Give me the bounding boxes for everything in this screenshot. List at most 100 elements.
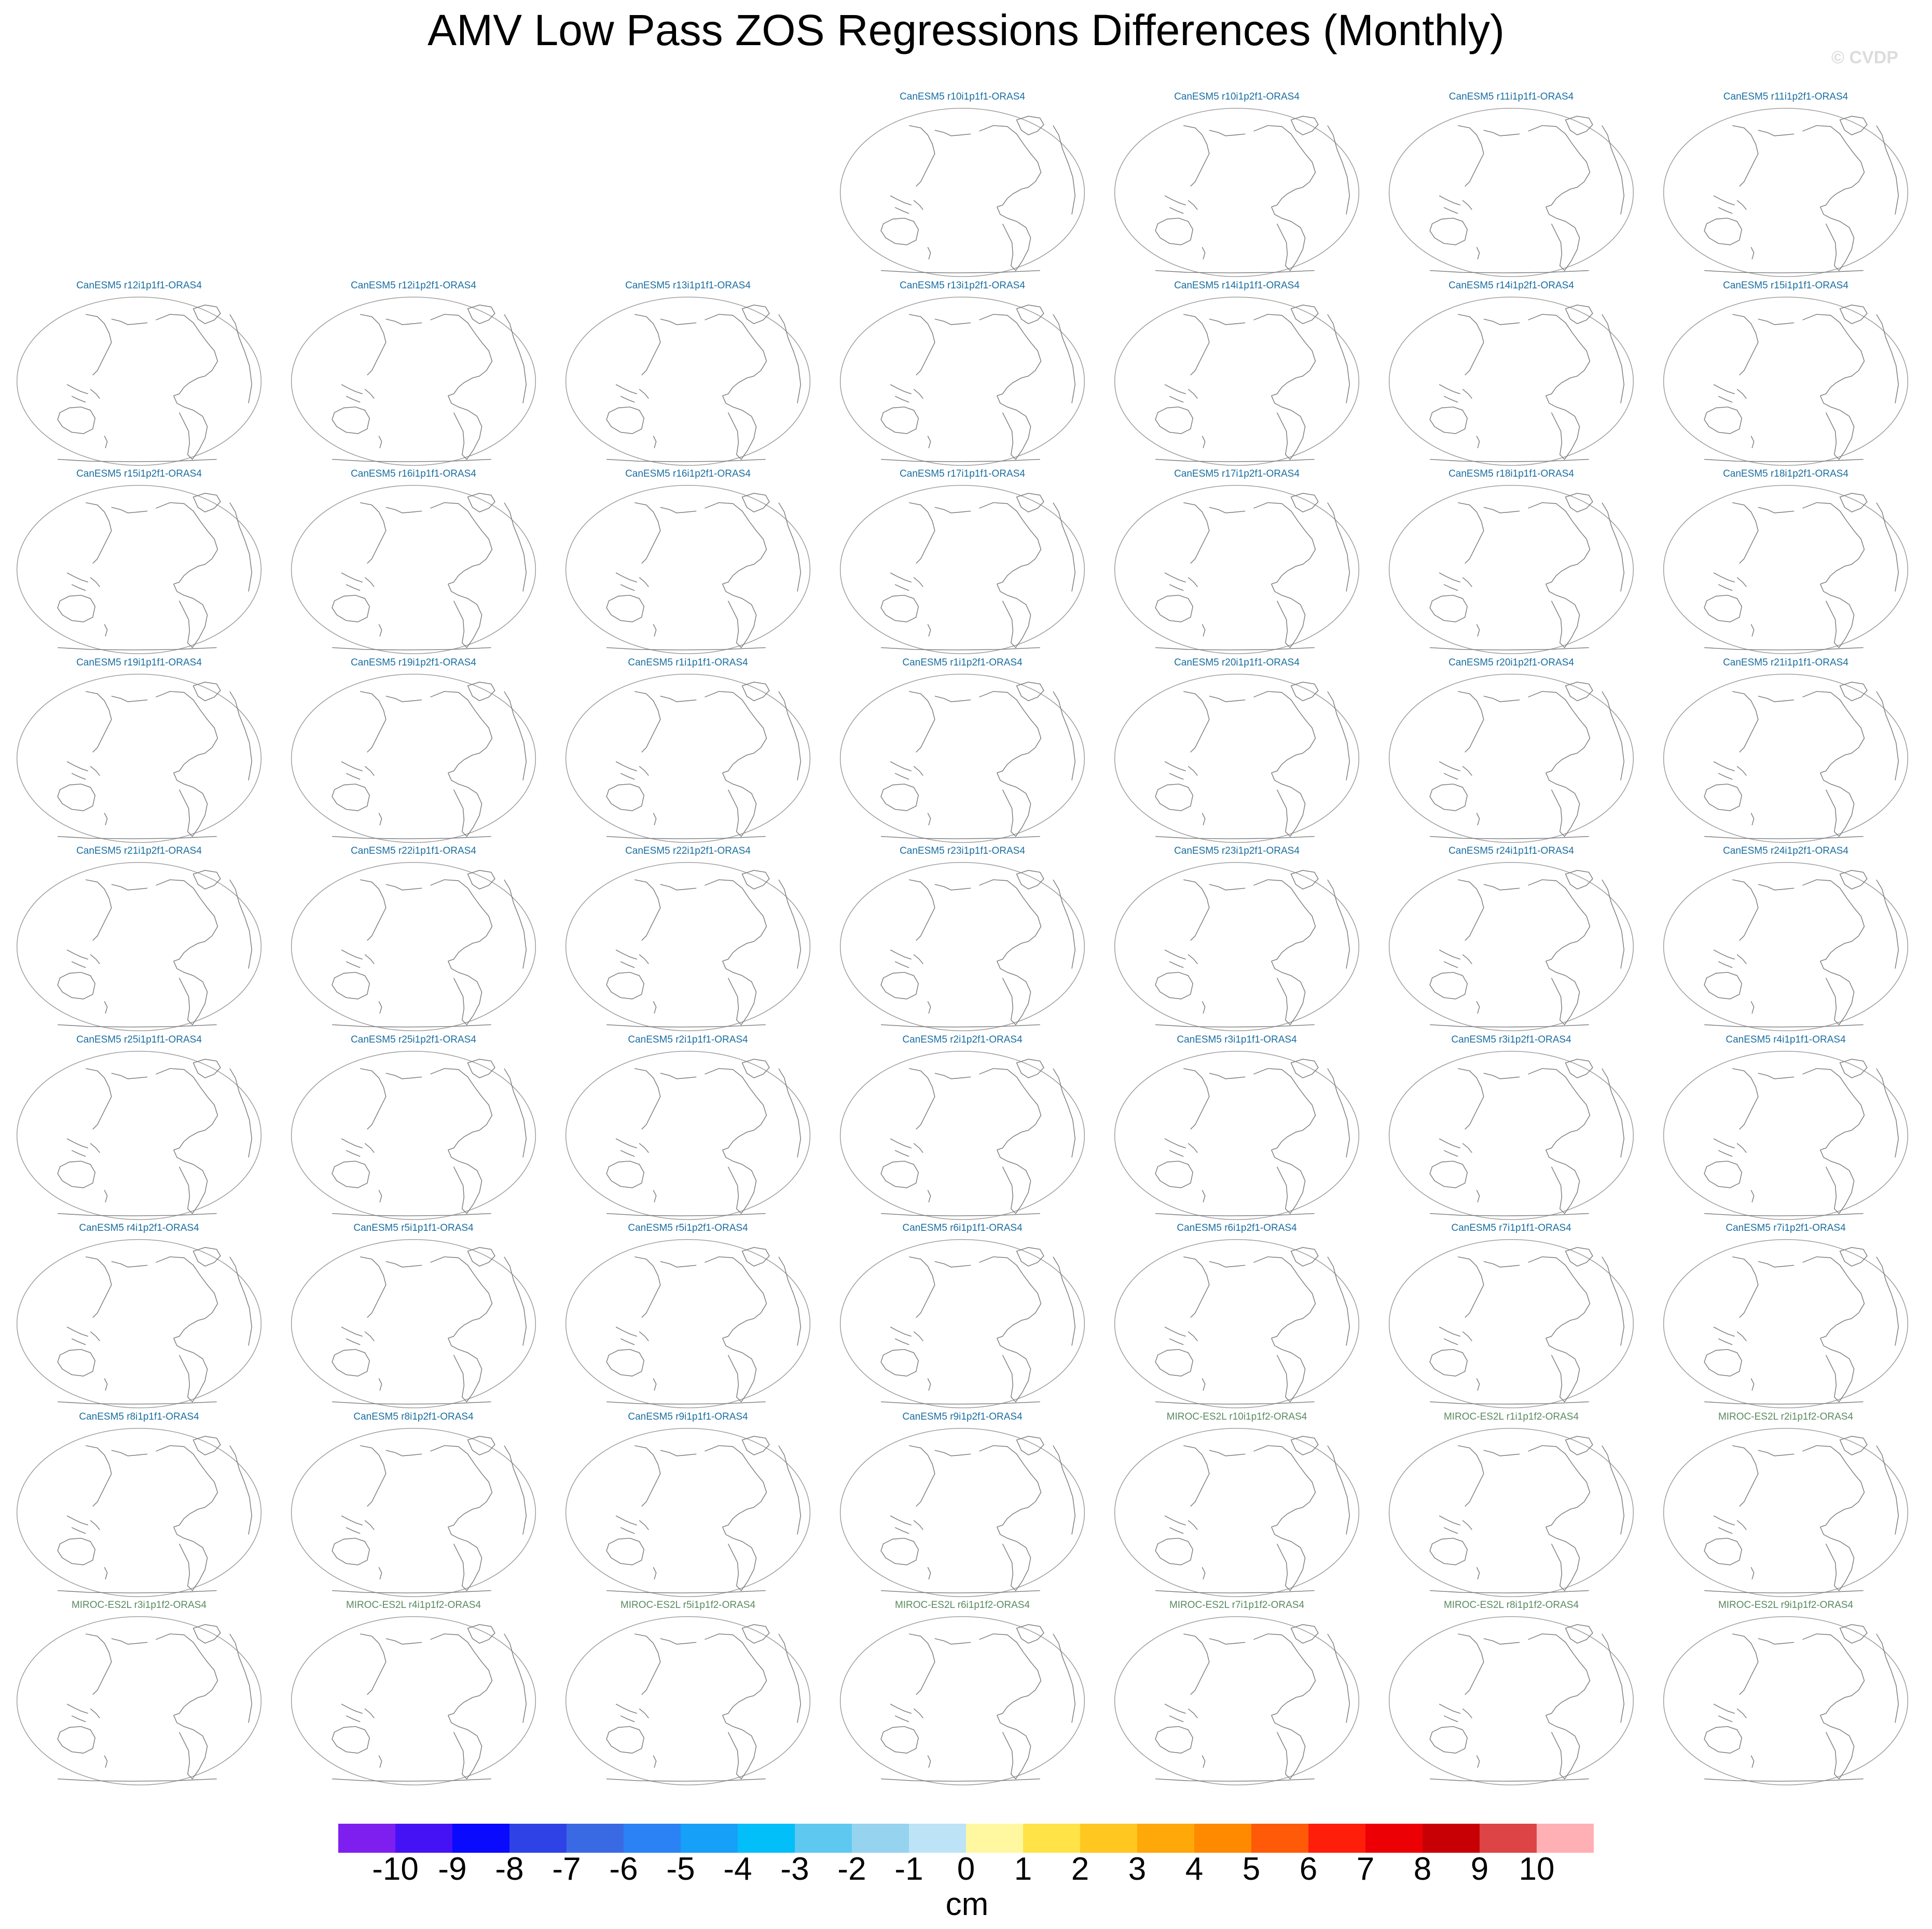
coastline (1839, 493, 1868, 512)
coastline (467, 870, 495, 890)
map-boundary (291, 1616, 536, 1786)
coastline (1704, 217, 1743, 245)
coastline (660, 1072, 697, 1079)
colorbar-tick-label: -8 (495, 1851, 524, 1887)
coastline (778, 1256, 802, 1346)
coastline (192, 304, 221, 324)
coastline (634, 879, 661, 941)
coastline (111, 318, 148, 325)
colorbar-tick-label: -2 (837, 1851, 866, 1887)
coastline (660, 1449, 697, 1456)
panel-title: CanESM5 r11i1p2f1-ORAS4 (1723, 91, 1848, 102)
coastline (705, 502, 767, 585)
coastline (615, 1138, 649, 1157)
world-map (1388, 484, 1634, 655)
coastline (385, 1638, 422, 1645)
coastline (909, 879, 935, 941)
coastline (1839, 116, 1868, 135)
coastline (332, 594, 370, 622)
coastline (467, 681, 495, 701)
coastline (104, 1566, 108, 1579)
world-map (839, 1050, 1085, 1220)
coastline (229, 1633, 253, 1723)
coastline (1327, 1445, 1350, 1535)
coastline (615, 1515, 649, 1534)
map-panel: CanESM5 r8i1p1f1-ORAS4 (2, 1411, 276, 1598)
coastline (881, 270, 1040, 273)
coastline (1429, 1160, 1468, 1188)
map-panel: CanESM5 r24i1p2f1-ORAS4 (1649, 845, 1923, 1032)
coastline (1155, 783, 1194, 811)
map-boundary (291, 484, 536, 655)
coastline (1483, 1261, 1520, 1268)
coastline (880, 594, 919, 622)
map-boundary (1663, 107, 1909, 277)
coastline (741, 1435, 770, 1455)
map-panel: CanESM5 r9i1p2f1-ORAS4 (825, 1411, 1099, 1598)
coastline (332, 972, 370, 1000)
coastline (1458, 1445, 1484, 1507)
coastline (332, 1024, 491, 1028)
coastline (1253, 879, 1316, 962)
panel-title: CanESM5 r23i1p2f1-ORAS4 (1174, 845, 1300, 856)
map-boundary (291, 862, 536, 1032)
panel-title: CanESM5 r12i1p1f1-ORAS4 (76, 280, 202, 291)
coastline (1271, 1526, 1306, 1591)
coastline (1290, 116, 1319, 135)
coastline (1602, 314, 1625, 404)
coastline (660, 507, 697, 514)
coastline (229, 691, 253, 781)
coastline (1476, 1001, 1480, 1014)
coastline (615, 384, 649, 403)
map-panel: CanESM5 r2i1p1f1-ORAS4 (551, 1034, 825, 1221)
world-map (1114, 1427, 1360, 1597)
world-map (1663, 862, 1909, 1032)
coastline (1802, 690, 1865, 773)
coastline (1253, 1256, 1316, 1339)
coastline (360, 690, 387, 753)
coastline (1750, 1001, 1755, 1014)
coastline (634, 1445, 661, 1507)
coastline (430, 1445, 493, 1528)
map-boundary (1663, 1427, 1909, 1597)
coastline (1430, 1590, 1589, 1593)
coastline (1202, 435, 1206, 448)
coastline (1183, 1633, 1210, 1695)
coastline (927, 1001, 931, 1014)
coastline (1327, 879, 1350, 969)
coastline (448, 772, 482, 837)
coastline (1253, 1067, 1316, 1150)
panel-title: MIROC-ES2L r3i1p1f2-ORAS4 (71, 1600, 207, 1611)
colorbar-box (1251, 1824, 1309, 1853)
coastline (1602, 502, 1625, 592)
coastline (378, 1755, 382, 1768)
world-map (839, 862, 1085, 1032)
coastline (58, 1024, 217, 1028)
coastline (111, 507, 148, 514)
world-map (16, 296, 262, 466)
coastline (1271, 961, 1306, 1025)
world-map (565, 1616, 811, 1786)
panel-title: CanESM5 r15i1p1f1-ORAS4 (1723, 280, 1848, 291)
map-panel: CanESM5 r4i1p1f1-ORAS4 (1649, 1034, 1923, 1221)
coastline (660, 695, 697, 702)
coastline (890, 1515, 923, 1534)
map-boundary (1388, 107, 1634, 277)
coastline (934, 884, 971, 891)
map-boundary (565, 862, 811, 1032)
coastline (653, 1755, 657, 1768)
world-map (1388, 107, 1634, 277)
world-map (16, 1239, 262, 1409)
map-panel: CanESM5 r23i1p1f1-ORAS4 (825, 845, 1099, 1032)
coastline (57, 972, 96, 1000)
coastline (86, 879, 112, 941)
coastline (1602, 1068, 1625, 1158)
panel-title: CanESM5 r8i1p2f1-ORAS4 (353, 1411, 474, 1422)
coastline (1758, 1638, 1795, 1645)
coastline (1476, 624, 1480, 637)
coastline (1155, 594, 1194, 622)
map-panel: CanESM5 r25i1p2f1-ORAS4 (277, 1034, 550, 1221)
coastline (1839, 1247, 1868, 1267)
coastline (1430, 1024, 1589, 1028)
coastline (378, 1189, 382, 1202)
